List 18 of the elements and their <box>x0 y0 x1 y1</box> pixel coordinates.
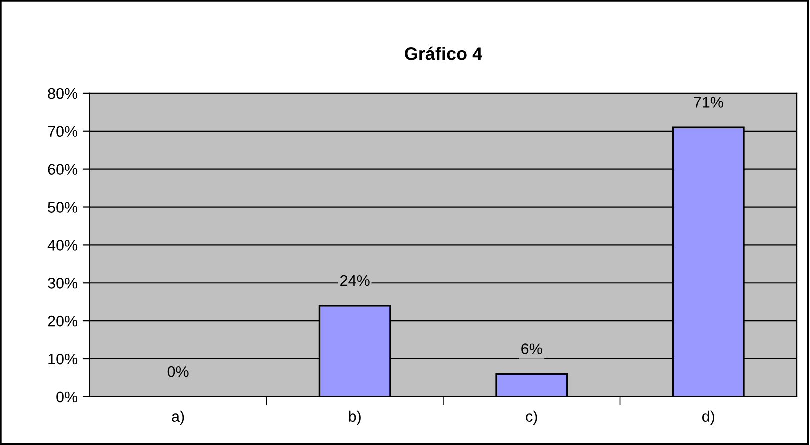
data-label: 0% <box>168 366 189 378</box>
data-label: 71% <box>694 97 724 108</box>
data-label: 24% <box>340 275 370 286</box>
y-tick-label: 10% <box>48 354 78 365</box>
y-tick-label: 0% <box>56 392 78 403</box>
y-tick-label: 20% <box>48 316 78 327</box>
x-tick-label: c) <box>526 410 538 426</box>
y-tick-label: 60% <box>48 164 78 176</box>
x-tick-label: d) <box>702 410 714 426</box>
y-tick-label: 80% <box>48 88 78 100</box>
data-label: 6% <box>522 344 542 354</box>
y-tick-label: 70% <box>48 126 78 138</box>
x-tick-label: b) <box>349 410 361 426</box>
y-tick-label: 40% <box>48 240 78 251</box>
y-tick-label: 50% <box>48 202 78 213</box>
chart-title: Gráfico 4 <box>405 46 483 60</box>
x-tick-label: a) <box>172 410 184 426</box>
y-tick-label: 30% <box>48 278 78 289</box>
